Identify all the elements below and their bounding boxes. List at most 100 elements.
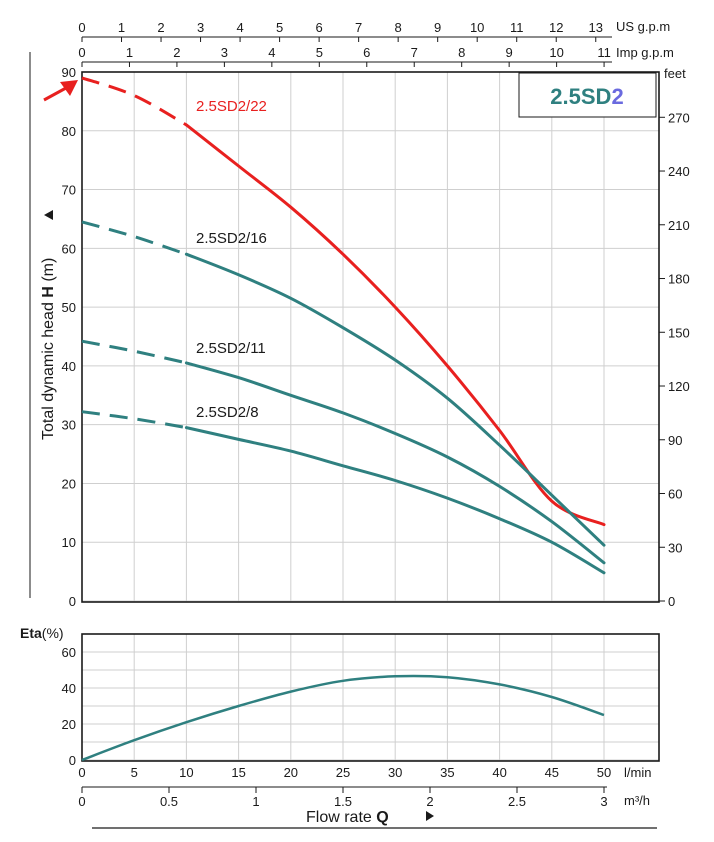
us-gpm-tick-label: 0 [78,20,85,35]
imp-gpm-tick-label: 1 [126,45,133,60]
head-curve-dashed-0 [81,76,188,127]
imp-gpm-tick-label: 7 [411,45,418,60]
feet-tick-label: 180 [668,272,690,287]
us-gpm-tick-label: 13 [589,20,603,35]
eta-y-tick-label: 40 [62,681,76,696]
m3h-tick-label: 2 [426,794,433,809]
head-curve-solid-1 [184,252,606,547]
head-chart-grid [81,71,659,602]
lmin-tick-label: 10 [179,765,193,780]
imp-gpm-unit-label: Imp g.p.m [616,45,674,60]
eta-axis-title: Eta(%) [20,625,64,641]
head-axis-title: Total dynamic head H (m) [40,258,57,440]
us-gpm-tick-label: 3 [197,20,204,35]
imp-gpm-tick-label: 9 [506,45,513,60]
model-title-main: 2.5SD [550,84,611,109]
head-y-tick-label: 10 [62,535,76,550]
lmin-tick-label: 25 [336,765,350,780]
head-curve-dashed-3 [81,410,187,430]
head-y-tick-label: 60 [62,241,76,256]
us-gpm-tick-label: 10 [470,20,484,35]
head-y-tick-label: 30 [62,418,76,433]
feet-tick-label: 270 [668,110,690,125]
feet-unit-label: feet [664,66,686,81]
imp-gpm-tick-label: 4 [268,45,275,60]
head-y-tick-label: 90 [62,65,76,80]
us-gpm-tick-label: 4 [236,20,243,35]
imp-gpm-tick-label: 0 [78,45,85,60]
feet-tick-label: 30 [668,540,682,555]
lmin-unit-label: l/min [624,765,651,780]
lmin-tick-label: 40 [492,765,506,780]
model-title-suffix: 2 [611,84,623,109]
series-label-16: 2.5SD2/16 [196,230,267,247]
feet-tick-label: 90 [668,433,682,448]
head-curve-solid-2 [184,361,606,565]
series-label-11: 2.5SD2/11 [196,340,266,357]
m3h-tick-label: 0.5 [160,794,178,809]
m3h-tick-label: 2.5 [508,794,526,809]
lmin-tick-label: 35 [440,765,454,780]
head-y-tick-label: 40 [62,359,76,374]
eta-axis-title-name: Eta [20,625,42,641]
eta-y-tick-label: 60 [62,645,76,660]
eta-y-tick-label: 20 [62,717,76,732]
us-gpm-tick-label: 1 [118,20,125,35]
imp-gpm-tick-label: 5 [316,45,323,60]
lmin-tick-label: 30 [388,765,402,780]
head-curve-dashed-1 [81,220,187,256]
lmin-tick-label: 15 [231,765,245,780]
model-title-box [518,72,657,118]
m3h-tick-label: 0 [78,794,85,809]
feet-tick-label: 60 [668,487,682,502]
m3h-tick-label: 1.5 [334,794,352,809]
head-curve-dashed-2 [81,339,187,365]
us-gpm-tick-label: 6 [316,20,323,35]
us-gpm-tick-label: 11 [510,20,524,35]
lmin-tick-label: 20 [284,765,298,780]
head-curves [81,76,606,575]
head-y-tick-label: 80 [62,124,76,139]
imp-gpm-tick-label: 6 [363,45,370,60]
feet-tick-label: 240 [668,164,690,179]
eta-axis-title-unit: (%) [42,625,64,641]
us-gpm-tick-label: 8 [395,20,402,35]
lmin-tick-label: 50 [597,765,611,780]
imp-gpm-tick-label: 8 [458,45,465,60]
eta-chart-grid [81,633,659,761]
head-axis-title-var: H [40,286,57,298]
eta-curve-0 [81,674,605,762]
head-axis-arrow-icon [44,210,53,220]
head-y-tick-label: 70 [62,183,76,198]
m3h-unit-label: m³/h [624,793,650,808]
us-gpm-tick-label: 7 [355,20,362,35]
imp-gpm-tick-label: 2 [173,45,180,60]
us-gpm-tick-label: 12 [549,20,563,35]
lmin-tick-label: 45 [545,765,559,780]
head-y-tick-label: 0 [69,594,76,609]
lmin-tick-label: 5 [131,765,138,780]
eta-chart-frame [81,633,660,762]
highlight-arrow-icon [43,80,78,102]
head-y-tick-label: 50 [62,300,76,315]
flow-axis-title: Flow rate Q [306,809,389,826]
eta-curves [81,674,605,762]
m3h-tick-label: 3 [600,794,607,809]
head-chart-frame [81,71,660,603]
flow-axis-arrow-icon [426,811,434,821]
lmin-tick-label: 0 [78,765,85,780]
flow-axis-title-prefix: Flow rate [306,809,376,826]
head-curve-solid-3 [184,426,606,575]
head-axis-title-unit: (m) [40,258,57,286]
m3h-tick-label: 1 [252,794,259,809]
head-y-tick-label: 20 [62,476,76,491]
us-gpm-tick-label: 5 [276,20,283,35]
imp-gpm-tick-label: 3 [221,45,228,60]
series-label-8: 2.5SD2/8 [196,404,259,421]
feet-tick-label: 120 [668,379,690,394]
feet-tick-label: 0 [668,594,675,609]
us-gpm-tick-label: 9 [434,20,441,35]
series-label-22: 2.5SD2/22 [196,98,267,115]
feet-tick-label: 210 [668,218,690,233]
